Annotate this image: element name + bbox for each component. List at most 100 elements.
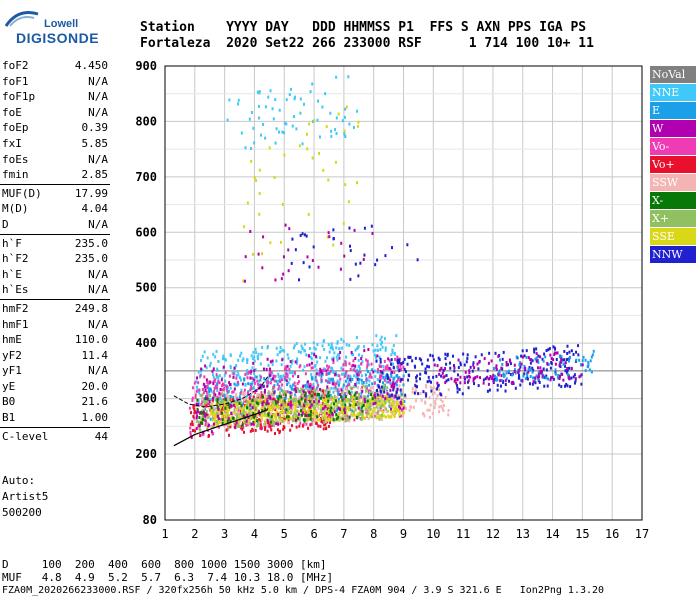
echo-point <box>436 364 439 368</box>
echo-point <box>250 354 253 358</box>
echo-point <box>505 377 508 381</box>
echo-point <box>326 367 329 371</box>
echo-point <box>568 366 571 370</box>
echo-point <box>261 345 264 349</box>
echo-point <box>246 372 249 376</box>
echo-point <box>368 375 371 379</box>
echo-point <box>349 413 352 417</box>
echo-point <box>333 410 336 414</box>
echo-point <box>369 389 372 393</box>
echo-point <box>355 415 358 419</box>
echo-point <box>249 371 252 375</box>
echo-point <box>222 403 225 407</box>
echo-point <box>340 417 343 421</box>
echo-point <box>308 404 311 408</box>
echo-point <box>332 371 335 375</box>
echo-point <box>360 374 363 378</box>
echo-point <box>566 369 569 373</box>
echo-point <box>311 82 314 86</box>
echo-point <box>335 132 338 136</box>
echo-point <box>550 357 553 361</box>
echo-point <box>383 390 386 394</box>
y-tick-label: 600 <box>135 225 157 239</box>
echo-point <box>307 413 310 417</box>
echo-point <box>401 399 404 403</box>
echo-point <box>304 407 307 411</box>
echo-point <box>566 357 569 361</box>
echo-point <box>246 413 249 417</box>
echo-point <box>327 399 330 403</box>
echo-point <box>289 428 292 432</box>
echo-point <box>324 359 327 363</box>
echo-point <box>337 415 340 419</box>
echo-point <box>376 348 379 352</box>
echo-point <box>202 430 205 434</box>
echo-point <box>289 404 292 408</box>
echo-point <box>274 398 277 402</box>
echo-point <box>216 389 219 393</box>
echo-point <box>559 365 562 369</box>
echo-point <box>216 368 219 372</box>
param-name: yF2 <box>2 348 22 362</box>
echo-point <box>254 412 257 416</box>
echo-point <box>496 378 499 382</box>
echo-point <box>282 419 285 423</box>
echo-point <box>309 382 312 386</box>
echo-point <box>262 235 265 239</box>
echo-point <box>204 407 207 411</box>
echo-point <box>361 385 364 389</box>
echo-point <box>354 369 357 373</box>
echo-point <box>327 424 330 428</box>
echo-point <box>332 243 335 247</box>
echo-point <box>587 360 590 364</box>
echo-point <box>508 358 511 362</box>
echo-point <box>264 136 267 140</box>
echo-point <box>463 377 466 381</box>
echo-point <box>200 403 203 407</box>
echo-point <box>276 410 279 414</box>
echo-point <box>315 417 318 421</box>
echo-point <box>258 393 261 397</box>
echo-point <box>219 387 222 391</box>
echo-point <box>331 369 334 373</box>
echo-point <box>303 419 306 423</box>
echo-point <box>372 396 375 400</box>
echo-point <box>326 385 329 389</box>
echo-point <box>459 381 462 385</box>
echo-point <box>358 406 361 410</box>
echo-point <box>212 409 215 413</box>
echo-point <box>431 392 434 396</box>
echo-point <box>252 357 255 361</box>
echo-point <box>237 98 240 102</box>
echo-point <box>423 414 426 418</box>
echo-point <box>232 390 235 394</box>
echo-point <box>273 415 276 419</box>
echo-point <box>205 366 208 370</box>
echo-point <box>351 409 354 413</box>
echo-point <box>430 389 433 393</box>
echo-point <box>330 418 333 422</box>
echo-point <box>220 378 223 382</box>
echo-point <box>329 404 332 408</box>
echo-point <box>285 369 288 373</box>
echo-point <box>447 388 450 392</box>
echo-point <box>206 427 209 431</box>
echo-point <box>561 372 564 376</box>
echo-point <box>384 397 387 401</box>
param-value: 0.39 <box>81 121 109 135</box>
echo-point <box>275 346 278 350</box>
echo-point <box>333 351 336 355</box>
virtual-height-curve <box>173 376 269 408</box>
echo-point <box>215 375 218 379</box>
echo-point <box>443 375 446 379</box>
echo-point <box>492 366 495 370</box>
chart-grid <box>164 65 643 520</box>
echo-point <box>305 422 308 426</box>
echo-point <box>298 418 301 422</box>
echo-point <box>312 409 315 413</box>
echo-point <box>385 410 388 414</box>
echo-point <box>568 376 571 380</box>
echo-point <box>569 355 572 359</box>
param-value: N/A <box>88 152 108 166</box>
x-tick-label: 3 <box>221 527 228 541</box>
